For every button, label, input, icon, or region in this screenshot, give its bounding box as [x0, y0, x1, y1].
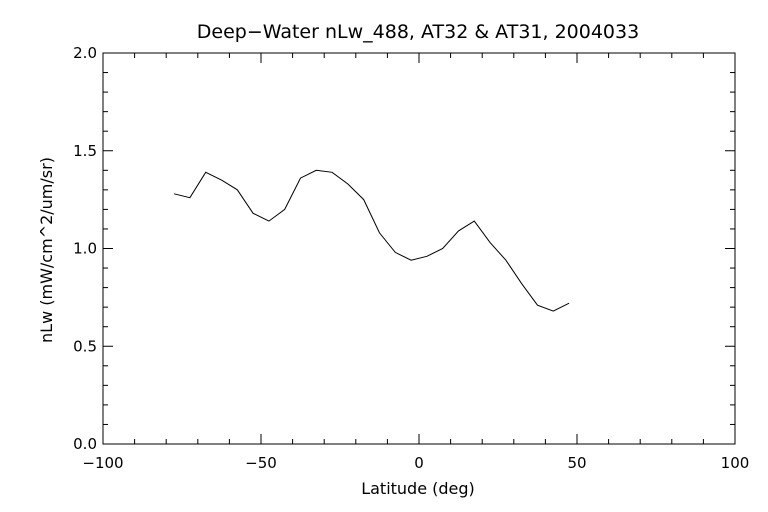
y-axis-label: nLw (mW/cm^2/um/sr)	[37, 157, 56, 343]
x-tick-labels: −100 −50 0 50 100	[82, 454, 749, 472]
y-tick-label: 2.0	[73, 44, 97, 62]
x-tick-label: 100	[721, 454, 750, 472]
x-tick-label: 0	[414, 454, 424, 472]
series-line	[173, 169, 570, 312]
axis-ticks	[102, 52, 736, 445]
x-tick-label: −100	[82, 454, 123, 472]
y-tick-label: 1.0	[73, 240, 97, 258]
chart-title: Deep−Water nLw_488, AT32 & AT31, 2004033	[197, 21, 639, 43]
plot-frame	[102, 52, 736, 445]
y-tick-label: 0.5	[73, 337, 97, 355]
y-tick-label: 0.0	[73, 435, 97, 453]
x-axis-label: Latitude (deg)	[361, 479, 475, 498]
y-tick-labels: 0.0 0.5 1.0 1.5 2.0	[73, 44, 97, 453]
x-tick-label: 50	[567, 454, 586, 472]
y-tick-label: 1.5	[73, 142, 97, 160]
x-tick-label: −50	[245, 454, 277, 472]
